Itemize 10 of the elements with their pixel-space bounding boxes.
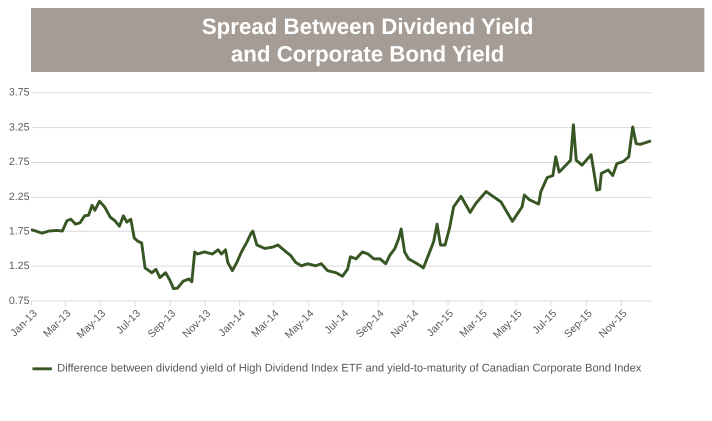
line-series: [30, 123, 652, 290]
y-tick-label: 0.75: [8, 294, 30, 307]
y-tick-label: 3.25: [8, 121, 30, 134]
y-tick-label: 3.75: [8, 86, 30, 99]
legend-label: Difference between dividend yield of High Dividend Index ETF and yield-to-maturity of Canadian Corporate Bond Index: [57, 362, 642, 375]
y-tick-label: 1.25: [8, 260, 30, 272]
chart-title: Spread Between Dividend Yield and Corporate Bond Yield: [202, 14, 534, 66]
y-tick-label: 2.25: [8, 190, 30, 203]
y-tick-label: 2.75: [8, 156, 30, 168]
y-tick-label: 1.75: [8, 225, 30, 238]
